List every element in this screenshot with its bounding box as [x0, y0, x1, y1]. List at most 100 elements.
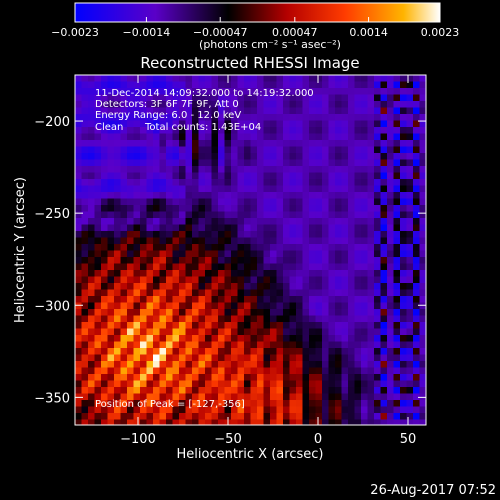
heatmap-cell [335, 400, 343, 408]
heatmap-cell [341, 198, 349, 206]
heatmap-cell [328, 393, 336, 401]
heatmap-cell [231, 75, 239, 83]
heatmap-cell [224, 211, 232, 219]
heatmap-cell [341, 192, 349, 200]
heatmap-cell [159, 231, 167, 239]
heatmap-cell [413, 276, 421, 284]
heatmap-cell [107, 224, 115, 232]
y-tick-label: −350 [34, 391, 70, 406]
heatmap-cell [400, 374, 408, 382]
heatmap-cell [185, 309, 193, 317]
heatmap-cell [244, 361, 252, 369]
heatmap-cell [205, 231, 213, 239]
heatmap-cell [380, 146, 388, 154]
heatmap-cell [328, 237, 336, 245]
heatmap-cell [341, 270, 349, 278]
heatmap-cell [192, 276, 200, 284]
heatmap-cell [133, 302, 141, 310]
heatmap-cell [322, 309, 330, 317]
heatmap-cell [172, 367, 180, 375]
heatmap-cell [289, 120, 297, 128]
heatmap-cell [328, 205, 336, 213]
heatmap-cell [322, 133, 330, 141]
heatmap-cell [302, 192, 310, 200]
heatmap-cell [367, 166, 375, 174]
heatmap-cell [244, 94, 252, 102]
heatmap-cell [88, 244, 96, 252]
heatmap-cell [289, 250, 297, 258]
heatmap-cell [367, 367, 375, 375]
heatmap-cell [419, 133, 426, 141]
y-axis: −200−250−300−350 Heliocentric Y (arcsec) [13, 115, 426, 406]
heatmap-cell [153, 315, 161, 323]
heatmap-cell [341, 211, 349, 219]
heatmap-cell [192, 302, 200, 310]
heatmap-cell [88, 88, 96, 96]
heatmap-cell [400, 380, 408, 388]
heatmap-cell [205, 114, 213, 122]
heatmap-cell [81, 400, 89, 408]
heatmap-cell [166, 283, 174, 291]
heatmap-cell [224, 348, 232, 356]
heatmap-cell [263, 257, 271, 265]
heatmap-cell [413, 374, 421, 382]
heatmap-cell [120, 361, 128, 369]
heatmap-cell [94, 289, 102, 297]
heatmap-cell [231, 140, 239, 148]
heatmap-cell [101, 393, 109, 401]
heatmap-cell [192, 218, 200, 226]
heatmap-cell [172, 296, 180, 304]
heatmap-cell [270, 205, 278, 213]
heatmap-cell [211, 211, 219, 219]
heatmap-cell [211, 127, 219, 135]
heatmap-cell [302, 114, 310, 122]
heatmap-cell [419, 153, 426, 161]
heatmap-cell [419, 159, 426, 167]
heatmap-cell [315, 179, 323, 187]
heatmap-cell [387, 419, 395, 425]
heatmap-cell [185, 335, 193, 343]
heatmap-cell [198, 348, 206, 356]
heatmap-cell [257, 211, 265, 219]
heatmap-cell [224, 140, 232, 148]
heatmap-cell [133, 328, 141, 336]
heatmap-cell [341, 159, 349, 167]
heatmap-cell [250, 289, 258, 297]
heatmap-cell [406, 244, 414, 252]
heatmap-cell [81, 348, 89, 356]
heatmap-cell [380, 159, 388, 167]
heatmap-cell [257, 348, 265, 356]
heatmap-cell [400, 400, 408, 408]
heatmap-cell [185, 140, 193, 148]
heatmap-cell [192, 393, 200, 401]
heatmap-cell [114, 185, 122, 193]
heatmap-cell [341, 237, 349, 245]
heatmap-cell [192, 374, 200, 382]
heatmap-cell [296, 75, 304, 83]
heatmap-cell [231, 302, 239, 310]
heatmap-cell [211, 231, 219, 239]
heatmap-cell [224, 159, 232, 167]
heatmap-cell [88, 166, 96, 174]
heatmap-cell [257, 133, 265, 141]
heatmap-cell [296, 289, 304, 297]
heatmap-cell [94, 166, 102, 174]
heatmap-cell [289, 231, 297, 239]
heatmap-cell [211, 374, 219, 382]
heatmap-cell [185, 322, 193, 330]
heatmap-cell [101, 302, 109, 310]
heatmap-cell [205, 276, 213, 284]
heatmap-cell [270, 127, 278, 135]
heatmap-cell [406, 94, 414, 102]
heatmap-cell [348, 166, 356, 174]
heatmap-cell [153, 153, 161, 161]
heatmap-cell [296, 341, 304, 349]
heatmap-cell [322, 367, 330, 375]
heatmap-cell [361, 198, 369, 206]
heatmap-cell [75, 322, 83, 330]
heatmap-cell [114, 406, 122, 414]
heatmap-cell [133, 133, 141, 141]
heatmap-cell [250, 374, 258, 382]
heatmap-cell [289, 88, 297, 96]
heatmap-cell [367, 146, 375, 154]
